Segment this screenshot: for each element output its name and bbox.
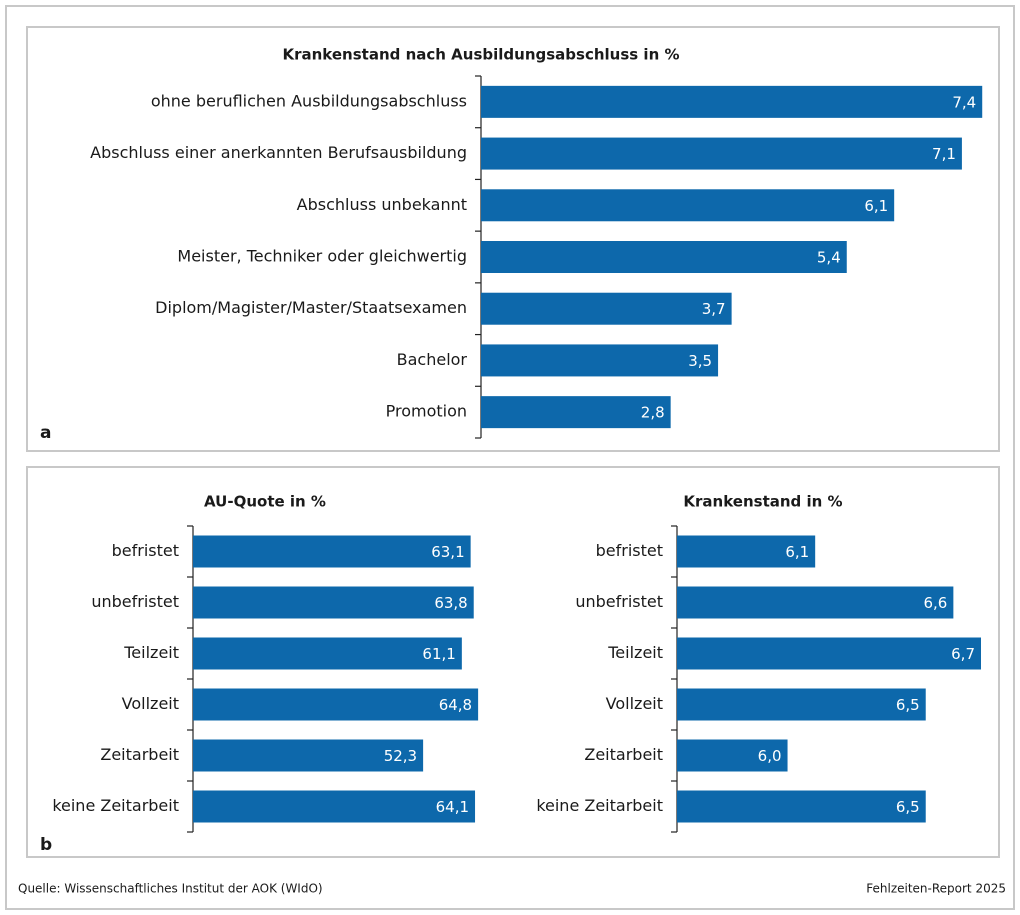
bar [481,189,895,222]
value-label: 6,5 [896,696,920,714]
category-label: Meister, Techniker oder gleichwertig [177,247,467,266]
chart-title: AU-Quote in % [204,493,326,511]
bar [193,637,462,670]
value-label: 6,7 [951,645,975,663]
bar [481,241,847,273]
category-label: keine Zeitarbeit [536,796,663,815]
value-label: 6,0 [758,747,782,765]
value-label: 61,1 [422,645,455,663]
bar [481,137,962,170]
panel-label: b [40,835,52,855]
category-label: unbefristet [575,592,663,611]
chart-title: Krankenstand in % [683,493,842,511]
bar [677,535,816,568]
bar [481,292,732,325]
category-label: unbefristet [91,592,179,611]
bar [193,688,479,721]
value-label: 63,1 [431,543,464,561]
category-label: Bachelor [397,350,468,369]
bar [193,535,471,568]
category-label: Promotion [386,402,467,421]
bar [677,790,926,823]
category-label: Abschluss einer anerkannten Berufsausbil… [90,143,467,162]
bar [677,739,788,772]
value-label: 63,8 [434,594,467,612]
bar [193,586,474,619]
outer-frame [5,5,1015,910]
category-label: ohne beruflichen Ausbildungsabschluss [151,91,467,110]
value-label: 3,7 [702,300,726,318]
value-label: 52,3 [384,747,417,765]
category-label: Abschluss unbekannt [297,195,467,214]
bar [481,344,719,377]
category-label: Teilzeit [123,643,179,662]
category-label: Vollzeit [606,694,663,713]
bar [193,790,476,823]
bar [481,396,671,429]
value-label: 7,1 [932,145,956,163]
panel-frame [26,466,1000,858]
category-label: Teilzeit [607,643,663,662]
value-label: 64,1 [436,798,469,816]
report: Fehlzeiten-Report 2025 [866,882,1006,896]
bar [677,637,981,670]
category-label: Zeitarbeit [584,745,663,764]
value-label: 2,8 [641,404,665,422]
category-label: Diplom/Magister/Master/Staatsexamen [155,298,467,317]
bar [677,688,926,721]
bar [193,739,424,772]
value-label: 5,4 [817,249,841,267]
chart-title: Krankenstand nach Ausbildungsabschluss i… [282,46,679,64]
bar [481,85,983,118]
panel-label: a [40,423,51,443]
value-label: 64,8 [439,696,472,714]
category-label: befristet [596,541,663,560]
value-label: 6,1 [785,543,809,561]
bar [677,586,954,619]
value-label: 6,6 [924,594,948,612]
source: Quelle: Wissenschaftliches Institut der … [18,882,323,896]
value-label: 7,4 [952,93,976,111]
category-label: Zeitarbeit [100,745,179,764]
panel-frame [26,26,1000,452]
category-label: befristet [112,541,179,560]
category-label: keine Zeitarbeit [52,796,179,815]
value-label: 6,1 [864,197,888,215]
category-label: Vollzeit [122,694,179,713]
value-label: 3,5 [688,352,712,370]
value-label: 6,5 [896,798,920,816]
